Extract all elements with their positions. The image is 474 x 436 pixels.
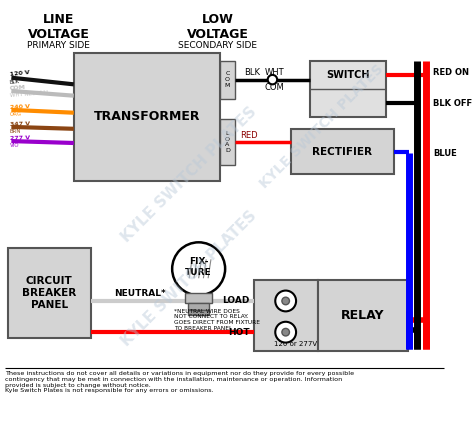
Text: HOT: HOT <box>228 328 250 337</box>
Text: *NEUTRAL WIRE DOES
NOT CONNECT TO RELAY.
GOES DIRECT FROM FIXTURE
TO BREAKER PAN: *NEUTRAL WIRE DOES NOT CONNECT TO RELAY.… <box>174 309 260 331</box>
Text: SWITCH: SWITCH <box>327 70 370 80</box>
Bar <box>310 61 386 117</box>
Bar <box>220 119 235 165</box>
Text: 120 V: 120 V <box>9 70 29 77</box>
Text: 120 or 277V: 120 or 277V <box>273 341 317 347</box>
Text: WHT: WHT <box>264 68 284 78</box>
Text: BLK: BLK <box>244 68 260 78</box>
Text: VIO: VIO <box>9 143 19 148</box>
Text: RED: RED <box>240 131 258 140</box>
Bar <box>292 129 393 174</box>
Text: RELAY: RELAY <box>341 309 384 322</box>
Circle shape <box>275 290 296 311</box>
Text: 347 V: 347 V <box>9 121 30 126</box>
Text: BRN: BRN <box>9 129 21 134</box>
Bar <box>318 280 408 351</box>
Text: SECONDARY SIDE: SECONDARY SIDE <box>178 41 257 50</box>
Text: C
O
M: C O M <box>225 72 230 88</box>
Text: CIRCUIT
BREAKER
PANEL: CIRCUIT BREAKER PANEL <box>22 276 76 310</box>
Text: COM: COM <box>9 85 26 91</box>
Text: KYLE SWITCH PLATES: KYLE SWITCH PLATES <box>118 208 260 349</box>
Text: BLUE: BLUE <box>433 149 457 158</box>
Text: BLK: BLK <box>9 79 20 85</box>
Text: 277 V: 277 V <box>9 135 30 141</box>
Bar <box>8 248 91 338</box>
Text: ORG: ORG <box>9 112 22 117</box>
Text: 240 V: 240 V <box>9 104 29 109</box>
Text: WHT NEUTRAL: WHT NEUTRAL <box>9 90 49 98</box>
Circle shape <box>172 242 225 295</box>
Text: FIX-
TURE: FIX- TURE <box>185 257 212 276</box>
Text: NEUTRAL*: NEUTRAL* <box>114 289 165 298</box>
Text: RED ON: RED ON <box>433 68 469 77</box>
Text: PRIMARY SIDE: PRIMARY SIDE <box>27 41 90 50</box>
Bar <box>220 61 235 99</box>
Bar <box>254 280 318 351</box>
Text: KYLE SWITCH PLATES: KYLE SWITCH PLATES <box>118 104 260 245</box>
Circle shape <box>268 75 277 84</box>
Bar <box>188 303 209 310</box>
Text: KYLE SWITCH PLATES: KYLE SWITCH PLATES <box>257 62 386 191</box>
Text: COM: COM <box>264 83 284 92</box>
Text: TRANSFORMER: TRANSFORMER <box>94 110 201 123</box>
Text: LOW
VOLTAGE: LOW VOLTAGE <box>187 13 248 41</box>
Text: LOAD: LOAD <box>222 296 250 306</box>
Bar <box>185 293 212 303</box>
Text: BLK OFF: BLK OFF <box>433 99 473 108</box>
Circle shape <box>275 322 296 343</box>
Text: L
O
A
D: L O A D <box>225 131 230 153</box>
Bar <box>74 53 220 181</box>
Bar <box>188 310 209 315</box>
Text: RECTIFIER: RECTIFIER <box>312 146 373 157</box>
Text: These instructions do not cover all details or variations in equipment nor do th: These instructions do not cover all deta… <box>5 371 354 393</box>
Text: LINE
VOLTAGE: LINE VOLTAGE <box>27 13 90 41</box>
Circle shape <box>282 328 290 336</box>
Circle shape <box>282 297 290 305</box>
